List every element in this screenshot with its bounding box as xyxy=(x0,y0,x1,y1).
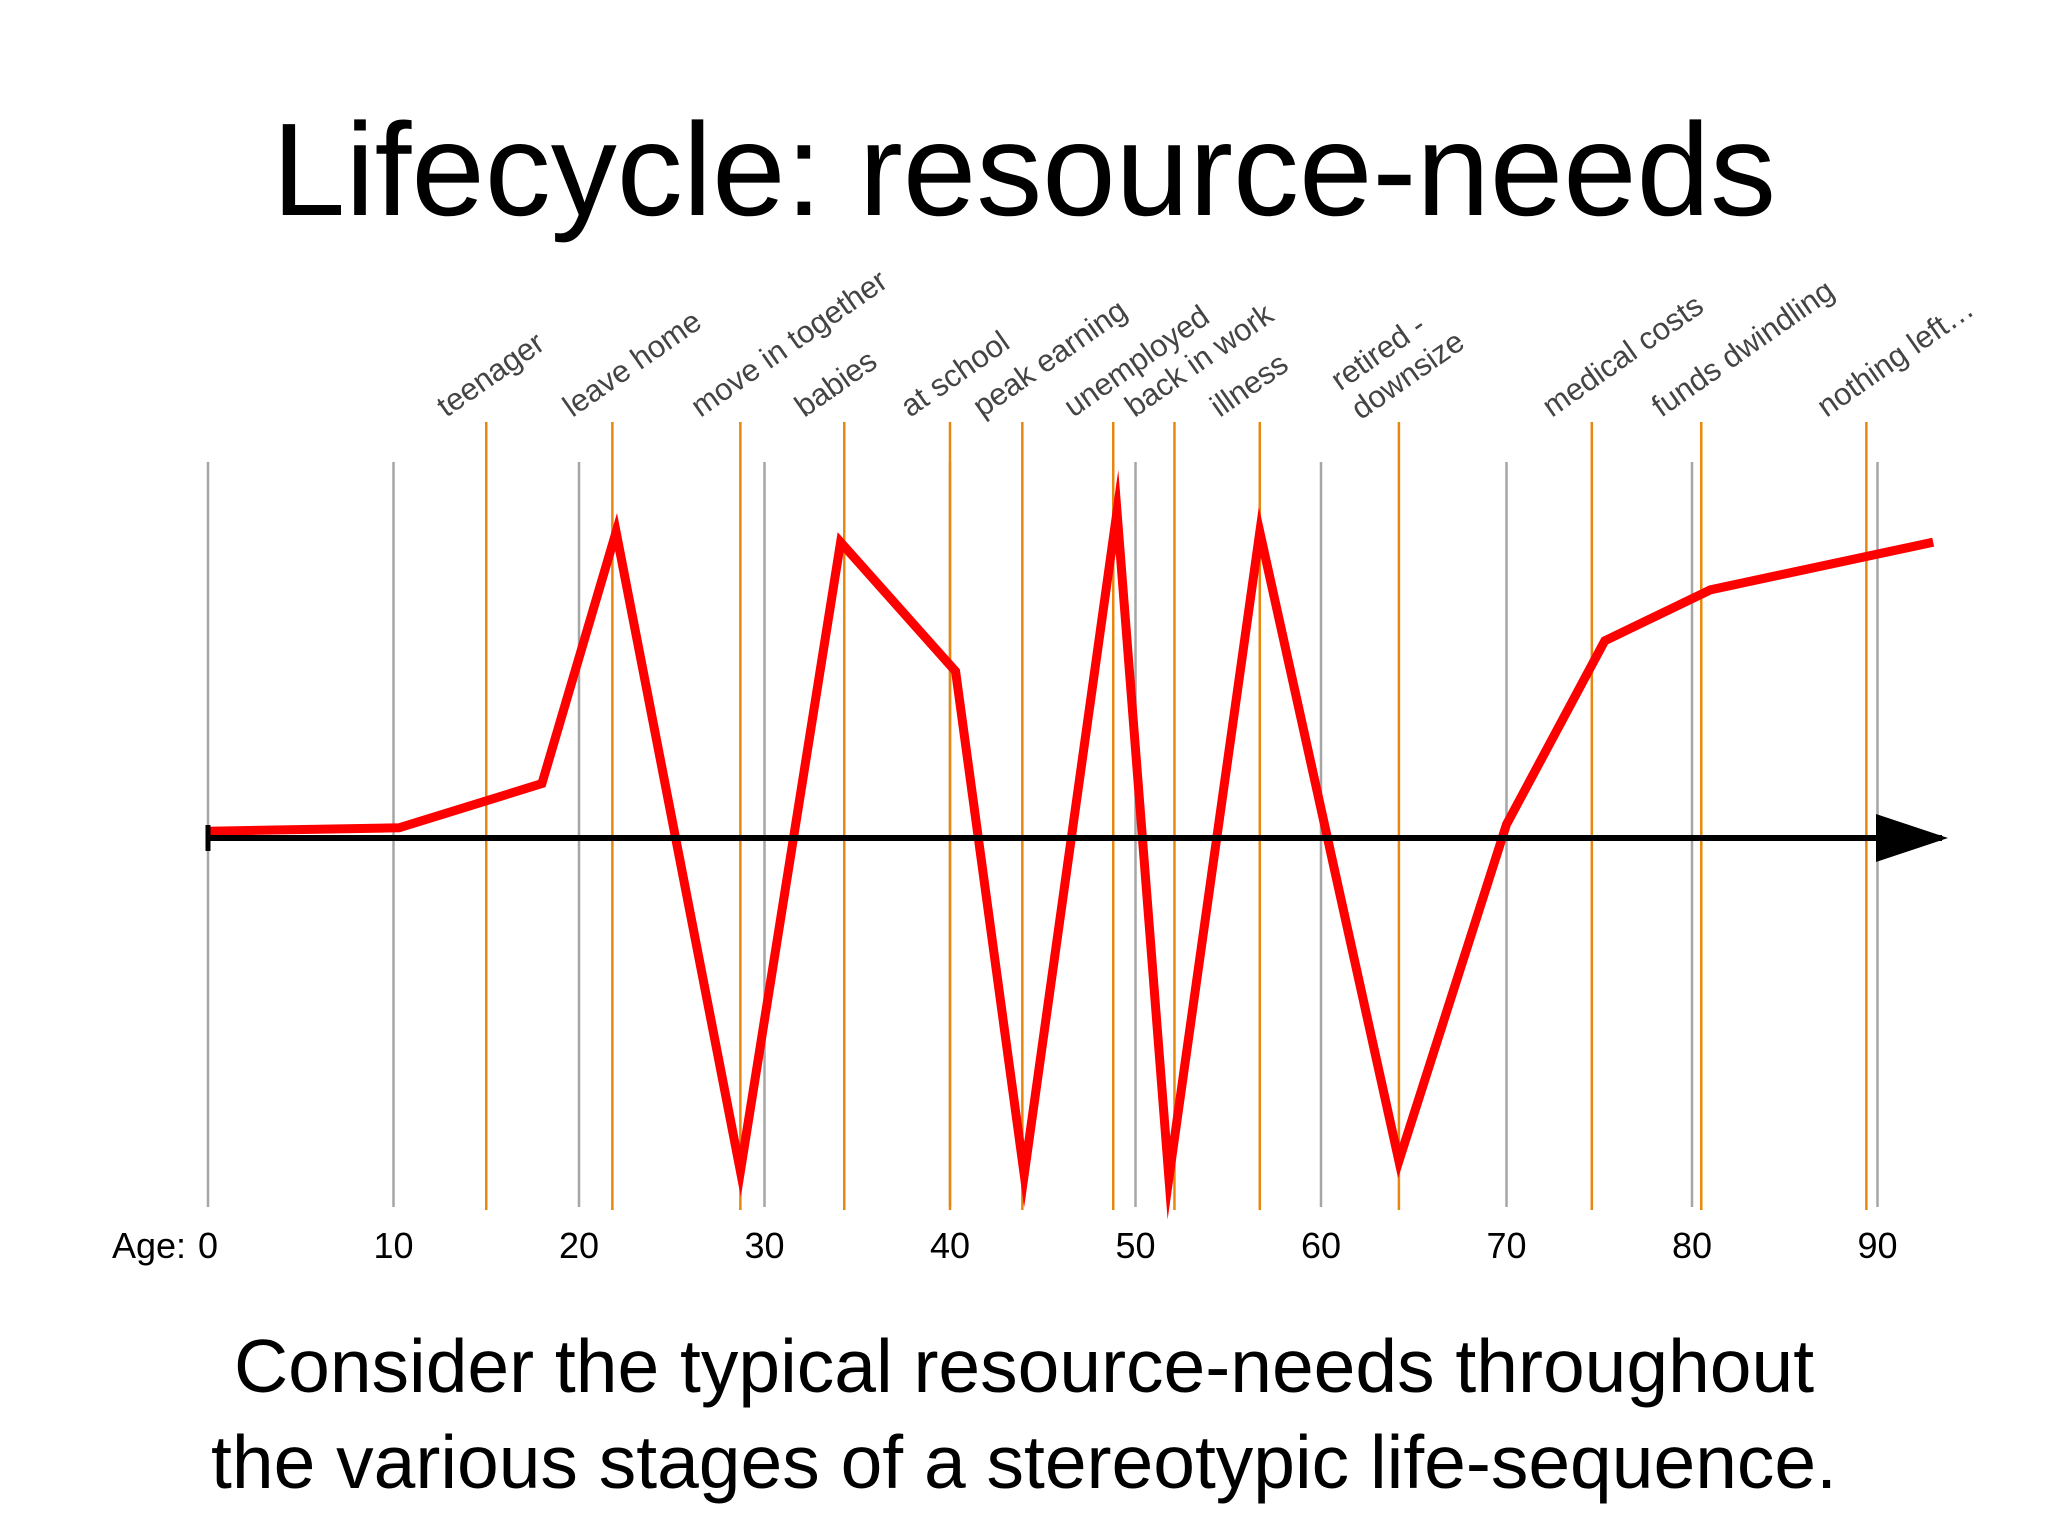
event-label-11: funds dwindling xyxy=(1645,272,1840,423)
event-label-1: leave home xyxy=(556,303,707,424)
age-tick-label-60: 60 xyxy=(1301,1225,1341,1266)
age-tick-label-10: 10 xyxy=(373,1225,413,1266)
event-label-12: nothing left… xyxy=(1810,290,1980,423)
age-tick-label-50: 50 xyxy=(1115,1225,1155,1266)
age-axis-label: Age: xyxy=(112,1225,186,1266)
age-tick-label-20: 20 xyxy=(559,1225,599,1266)
slide-caption: Consider the typical resource-needs thro… xyxy=(0,1318,2048,1510)
series-line-0 xyxy=(207,470,1935,1220)
resource-series xyxy=(207,470,1935,1220)
age-tick-label-0: 0 xyxy=(198,1225,218,1266)
age-tick-label-40: 40 xyxy=(930,1225,970,1266)
age-axis xyxy=(205,814,1948,862)
decade-gridlines xyxy=(206,462,1879,1207)
age-tick-label-70: 70 xyxy=(1486,1225,1526,1266)
event-label-0: teenager xyxy=(430,325,550,424)
age-tick-label-30: 30 xyxy=(744,1225,784,1266)
slide-title: Lifecycle: resource-needs xyxy=(271,96,1777,243)
age-tick-labels: Age: 0 10 20 30 40 50 60 70 80 90 xyxy=(112,1225,1898,1266)
event-lines xyxy=(485,422,1868,1210)
age-tick-label-90: 90 xyxy=(1857,1225,1897,1266)
age-tick-label-80: 80 xyxy=(1672,1225,1712,1266)
event-label-9: retired -downsize xyxy=(1324,294,1470,426)
caption-line-1: Consider the typical resource-needs thro… xyxy=(233,1324,1815,1408)
caption-line-2: the various stages of a stereotypic life… xyxy=(211,1420,1837,1504)
